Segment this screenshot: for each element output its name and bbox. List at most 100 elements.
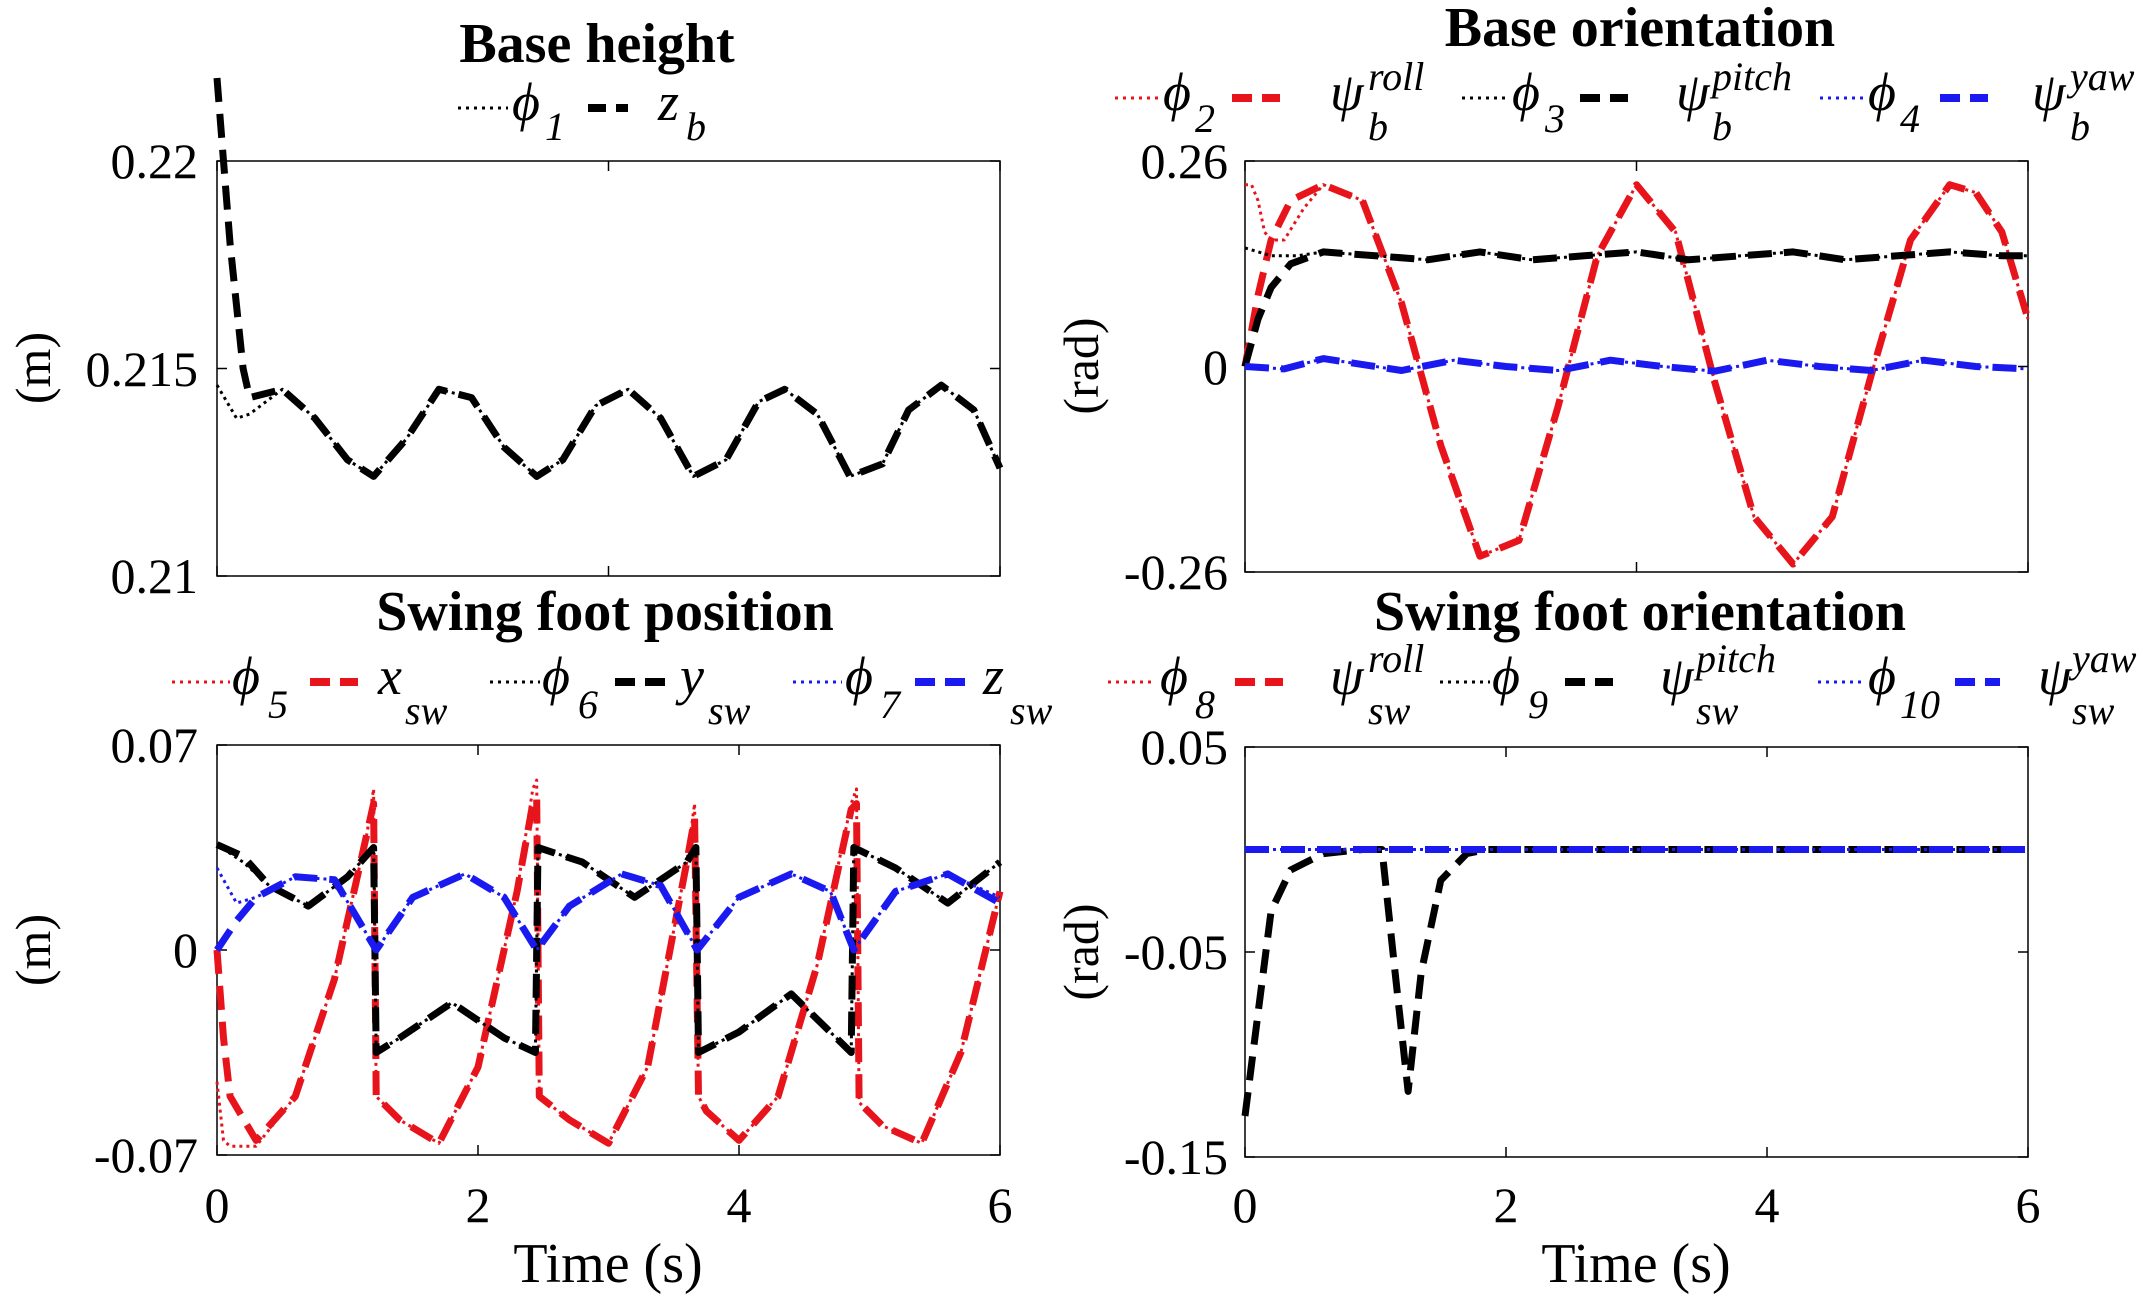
y-ticks: 0.22 0.215 0.21 — [86, 133, 199, 604]
legend-subscript: 4 — [1900, 96, 1920, 141]
panel-base-height: Base height ϕ 1 z b 0.22 0.215 0.21 (m) — [5, 13, 1004, 604]
legend-symbol: ϕ — [1163, 62, 1191, 122]
legend-subscript: sw — [405, 688, 448, 733]
panel-swing-foot-position: Swing foot position ϕ 5 x sw ϕ 6 y sw ϕ … — [5, 581, 1053, 1295]
legend-superscript: pitch — [1693, 636, 1776, 681]
x-axis-label: Time (s) — [1541, 1233, 1730, 1295]
y-tick-label: 0.26 — [1141, 133, 1229, 189]
x-ticks: 0 2 4 6 — [1233, 1177, 2041, 1233]
chart-title: Base orientation — [1445, 0, 1835, 59]
legend-superscript: yaw — [2066, 54, 2135, 99]
chart-title: Swing foot position — [376, 581, 833, 643]
legend-subscript: 9 — [1528, 682, 1548, 727]
y-ticks: 0.26 0 -0.26 — [1124, 133, 1228, 600]
legend: ϕ 8 ψ sw roll ϕ 9 ψ sw pitch ϕ 10 ψ sw y… — [1108, 636, 2137, 733]
legend-subscript: 6 — [578, 682, 598, 727]
y-tick-label: 0 — [173, 922, 198, 978]
legend-subscript: 8 — [1195, 682, 1215, 727]
legend: ϕ 1 z b — [458, 72, 706, 149]
y-tick-label: 0.22 — [111, 133, 199, 189]
legend-superscript: roll — [1368, 636, 1424, 681]
y-tick-label: 0.05 — [1141, 719, 1229, 775]
legend-symbol: y — [675, 646, 704, 706]
legend-superscript: roll — [1368, 54, 1424, 99]
legend-subscript: 1 — [545, 104, 565, 149]
legend-symbol: ψ — [1676, 62, 1711, 122]
y-tick-label: -0.26 — [1124, 544, 1228, 600]
x-axis-label: Time (s) — [513, 1233, 702, 1295]
y-ticks: 0.07 0 -0.07 — [94, 717, 198, 1183]
y-axis-label: (rad) — [1053, 317, 1109, 414]
x-tick-label: 0 — [205, 1177, 230, 1233]
legend: ϕ 2 ψ b roll ϕ 3 ψ b pitch ϕ 4 ψ b yaw — [1115, 54, 2135, 149]
legend-subscript: sw — [2072, 688, 2115, 733]
legend-subscript: 10 — [1900, 682, 1940, 727]
legend-subscript: b — [1368, 104, 1388, 149]
series-line-1 — [213, 77, 1004, 480]
series-group — [1241, 746, 2029, 1158]
series-group — [213, 77, 1004, 577]
chart-title: Swing foot orientation — [1374, 581, 1906, 643]
x-tick-label: 2 — [1494, 1177, 1519, 1233]
series-line-3 — [1241, 846, 2028, 1117]
series-line-0 — [215, 778, 1002, 1148]
x-tick-label: 6 — [2016, 1177, 2041, 1233]
x-tick-label: 4 — [727, 1177, 752, 1233]
legend-symbol: ϕ — [1492, 646, 1520, 706]
legend-symbol: ϕ — [232, 646, 260, 706]
x-ticks: 0 2 4 6 — [205, 1177, 1013, 1233]
legend-symbol: ϕ — [1868, 62, 1896, 122]
plot-area — [216, 744, 1001, 1156]
y-axis-label: (rad) — [1053, 903, 1109, 1000]
legend-subscript: sw — [708, 688, 751, 733]
legend-symbol: ϕ — [1512, 62, 1540, 122]
chart-title: Base height — [459, 13, 735, 75]
series-line-2 — [216, 843, 1001, 1054]
x-tick-label: 0 — [1233, 1177, 1258, 1233]
series-group — [213, 744, 1004, 1156]
legend-superscript: yaw — [2068, 636, 2137, 681]
series-group — [1241, 160, 2032, 573]
legend-symbol: ψ — [1660, 646, 1695, 706]
legend-symbol: ψ — [2032, 62, 2067, 122]
series-line-1 — [1241, 181, 2032, 568]
y-tick-label: 0.215 — [86, 341, 199, 397]
legend-subscript: b — [1712, 104, 1732, 149]
legend-symbol: z — [657, 72, 679, 132]
series-line-3 — [1241, 248, 2028, 368]
x-tick-label: 2 — [466, 1177, 491, 1233]
legend-symbol: z — [982, 646, 1004, 706]
y-axis-label: (m) — [5, 332, 61, 404]
legend-superscript: pitch — [1709, 54, 1792, 99]
y-tick-label: -0.07 — [94, 1127, 198, 1183]
legend-subscript: sw — [1368, 688, 1411, 733]
legend-subscript: b — [2070, 104, 2090, 149]
y-tick-label: -0.05 — [1124, 924, 1228, 980]
x-tick-label: 6 — [988, 1177, 1013, 1233]
legend-symbol: ψ — [2038, 646, 2073, 706]
y-tick-label: 0.21 — [111, 548, 199, 604]
plot-area — [1244, 746, 2029, 1158]
legend-symbol: ψ — [1330, 646, 1365, 706]
y-tick-label: 0.07 — [111, 717, 199, 773]
legend: ϕ 5 x sw ϕ 6 y sw ϕ 7 z sw — [172, 646, 1053, 733]
legend-subscript: 7 — [880, 682, 902, 727]
y-ticks: 0.05 -0.05 -0.15 — [1124, 719, 1228, 1185]
legend-symbol: ϕ — [1160, 646, 1188, 706]
legend-symbol: ϕ — [542, 646, 570, 706]
legend-subscript: 5 — [268, 682, 288, 727]
legend-subscript: sw — [1010, 688, 1053, 733]
y-axis-label: (m) — [5, 914, 61, 986]
legend-subscript: 3 — [1544, 96, 1565, 141]
x-tick-label: 4 — [1755, 1177, 1780, 1233]
plot-area — [216, 160, 1001, 577]
y-tick-label: 0 — [1203, 339, 1228, 395]
legend-symbol: x — [377, 646, 402, 706]
series-line-1 — [213, 794, 1004, 1147]
legend-subscript: 2 — [1195, 96, 1215, 141]
legend-symbol: ϕ — [512, 72, 540, 132]
legend-symbol: ϕ — [1868, 646, 1896, 706]
series-line-3 — [215, 841, 1003, 1056]
legend-symbol: ϕ — [845, 646, 873, 706]
